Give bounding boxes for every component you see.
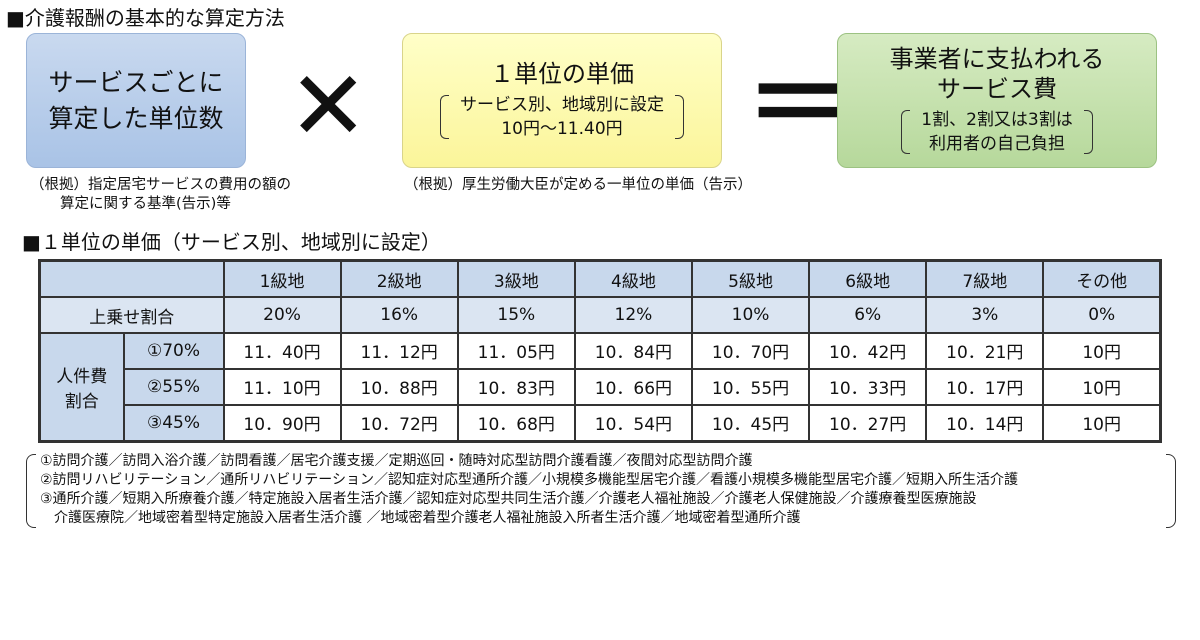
- column-header: 3級地: [456, 259, 576, 299]
- price-cell: 10．14円: [925, 403, 1045, 443]
- row-label: ①70%: [122, 332, 225, 370]
- price-cell: 10．83円: [456, 367, 576, 406]
- table-header-row: 1級地 2級地 3級地 4級地 5級地 6級地 7級地 その他: [38, 259, 1162, 299]
- ratio-cell: 12%: [573, 296, 694, 335]
- copay-note-line1: 1割、2割又は3割は: [921, 109, 1073, 130]
- price-cell: 10．45円: [690, 403, 811, 443]
- labor-cost-label-line2: 割合: [64, 392, 99, 412]
- labor-cost-group-label: 人件費 割合: [38, 332, 125, 443]
- row-label: ③45%: [122, 403, 225, 443]
- ratio-cell: 16%: [339, 296, 459, 335]
- table-row: ②55% 11．10円 10．88円 10．83円 10．66円 10．55円 …: [40, 367, 1162, 406]
- ratio-cell: 10%: [690, 296, 811, 335]
- price-cell: 11．40円: [222, 332, 342, 370]
- unit-price-note-line2: 10円～11.40円: [501, 118, 623, 139]
- service-fee-title1: 事業者に支払われる: [889, 44, 1105, 73]
- unit-count-line2: 算定した単位数: [48, 103, 224, 133]
- ratio-cell: 20%: [222, 296, 342, 335]
- unit-price-title: １単位の単価: [490, 59, 634, 88]
- table-corner-cell: [38, 259, 225, 299]
- ratio-label: 上乗せ割合: [38, 296, 225, 335]
- service-notes-lines: ①訪問介護／訪問入浴介護／訪問看護／居宅介護支援／定期巡回・随時対応型訪問介護看…: [40, 452, 1018, 528]
- price-cell: 11．05円: [456, 332, 576, 370]
- ratio-cell: 15%: [456, 296, 576, 335]
- price-cell: 10円: [1042, 403, 1162, 443]
- column-header: 6級地: [808, 259, 928, 299]
- service-fee-title2: サービス費: [937, 74, 1057, 103]
- price-cell: 11．12円: [339, 332, 459, 370]
- unit-count-line1: サービスごとに: [48, 67, 224, 97]
- unit-count-box: サービスごとに 算定した単位数: [26, 33, 246, 168]
- price-cell: 10．72円: [339, 403, 459, 443]
- price-cell: 11．10円: [222, 367, 342, 406]
- unit-price-box: １単位の単価 サービス別、地域別に設定 10円～11.40円: [402, 33, 722, 168]
- section-heading-unit-price: ■１単位の単価（サービス別、地域別に設定）: [22, 230, 441, 254]
- service-note-line: ③通所介護／短期入所療養介護／特定施設入居者生活介護／認知症対応型共同生活介護／…: [40, 491, 977, 507]
- price-cell: 10．17円: [925, 367, 1045, 406]
- price-cell: 10円: [1042, 332, 1162, 370]
- price-cell: 10．27円: [808, 403, 928, 443]
- section-heading-calculation: ■介護報酬の基本的な算定方法: [6, 6, 285, 30]
- row-label: ②55%: [122, 367, 225, 406]
- labor-cost-label-line1: 人件費: [56, 367, 108, 387]
- unit-price-table: 1級地 2級地 3級地 4級地 5級地 6級地 7級地 その他 上乗せ割合 20…: [38, 259, 1162, 443]
- price-cell: 10．54円: [573, 403, 694, 443]
- service-note-line: ①訪問介護／訪問入浴介護／訪問看護／居宅介護支援／定期巡回・随時対応型訪問介護看…: [40, 453, 753, 469]
- ratio-cell: 0%: [1042, 296, 1162, 335]
- unit-price-note-line1: サービス別、地域別に設定: [460, 94, 664, 115]
- service-category-notes: ①訪問介護／訪問入浴介護／訪問看護／居宅介護支援／定期巡回・随時対応型訪問介護看…: [26, 452, 1176, 530]
- price-cell: 10．70円: [690, 332, 811, 370]
- column-header: 5級地: [690, 259, 811, 299]
- price-cell: 10．55円: [690, 367, 811, 406]
- copay-note-line2: 利用者の自己負担: [928, 133, 1065, 154]
- left-bracket: [26, 454, 36, 528]
- price-cell: 10．66円: [573, 367, 694, 406]
- copay-note: 1割、2割又は3割は 利用者の自己負担: [897, 106, 1096, 158]
- basis-units-note: （根拠）指定居宅サービスの費用の額の 算定に関する基準(告示)等: [30, 176, 291, 214]
- column-header: 4級地: [573, 259, 694, 299]
- price-cell: 10．88円: [339, 367, 459, 406]
- basis-units-line2: 算定に関する基準(告示)等: [60, 196, 231, 212]
- column-header: 2級地: [339, 259, 459, 299]
- service-note-line: 介護医療院／地域密着型特定施設入居者生活介護 ／地域密着型介護老人福祉施設入所者…: [40, 510, 801, 526]
- service-note-line: ②訪問リハビリテーション／通所リハビリテーション／認知症対応型通所介護／小規模多…: [40, 472, 1018, 488]
- ratio-cell: 6%: [808, 296, 928, 335]
- price-cell: 10．68円: [456, 403, 576, 443]
- price-cell: 10円: [1042, 367, 1162, 406]
- multiply-icon: ✕: [288, 50, 369, 162]
- price-cell: 10．42円: [808, 332, 928, 370]
- price-cell: 10．84円: [573, 332, 694, 370]
- column-header: その他: [1042, 259, 1162, 299]
- unit-price-note: サービス別、地域別に設定 10円～11.40円: [436, 91, 688, 143]
- price-cell: 10．21円: [925, 332, 1045, 370]
- column-header: 1級地: [222, 259, 342, 299]
- right-bracket: [1166, 454, 1176, 528]
- service-fee-box: 事業者に支払われる サービス費 1割、2割又は3割は 利用者の自己負担: [837, 33, 1157, 168]
- ratio-cell: 3%: [925, 296, 1045, 335]
- basis-price-note: （根拠）厚生労働大臣が定める一単位の単価（告示）: [404, 177, 752, 193]
- equals-icon: ＝: [746, 43, 851, 165]
- price-cell: 10．33円: [808, 367, 928, 406]
- table-row: 上乗せ割合 20% 16% 15% 12% 10% 6% 3% 0%: [38, 296, 1162, 335]
- column-header: 7級地: [925, 259, 1045, 299]
- table-row: 人件費 割合 ①70% 11．40円 11．12円 11．05円 10．84円 …: [38, 332, 1162, 443]
- table-row: ③45% 10．90円 10．72円 10．68円 10．54円 10．45円 …: [40, 403, 1162, 443]
- price-cell: 10．90円: [222, 403, 342, 443]
- basis-units-line1: （根拠）指定居宅サービスの費用の額の: [30, 177, 291, 193]
